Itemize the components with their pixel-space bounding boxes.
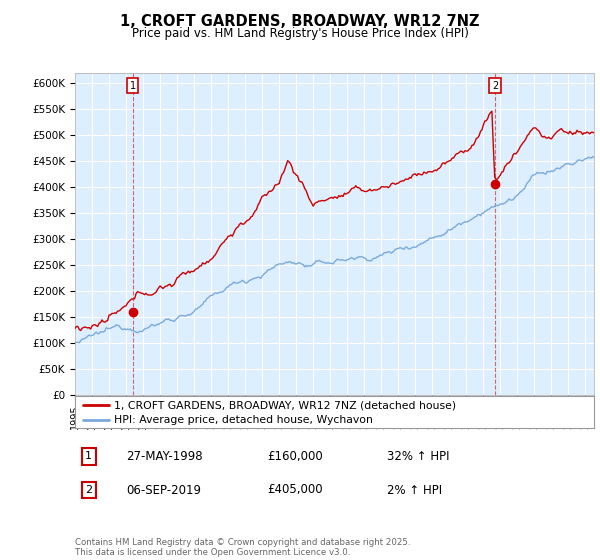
Text: £405,000: £405,000 (267, 483, 323, 497)
Text: 2: 2 (85, 485, 92, 495)
Text: 2: 2 (492, 81, 498, 91)
Text: 2% ↑ HPI: 2% ↑ HPI (387, 483, 442, 497)
Text: 27-MAY-1998: 27-MAY-1998 (126, 450, 203, 463)
Text: 32% ↑ HPI: 32% ↑ HPI (387, 450, 449, 463)
Text: 1: 1 (130, 81, 136, 91)
Text: HPI: Average price, detached house, Wychavon: HPI: Average price, detached house, Wych… (114, 416, 373, 425)
Text: 06-SEP-2019: 06-SEP-2019 (126, 483, 201, 497)
Text: Price paid vs. HM Land Registry's House Price Index (HPI): Price paid vs. HM Land Registry's House … (131, 27, 469, 40)
Text: 1, CROFT GARDENS, BROADWAY, WR12 7NZ: 1, CROFT GARDENS, BROADWAY, WR12 7NZ (120, 14, 480, 29)
Text: £160,000: £160,000 (267, 450, 323, 463)
Text: 1, CROFT GARDENS, BROADWAY, WR12 7NZ (detached house): 1, CROFT GARDENS, BROADWAY, WR12 7NZ (de… (114, 400, 456, 410)
Text: Contains HM Land Registry data © Crown copyright and database right 2025.
This d: Contains HM Land Registry data © Crown c… (75, 538, 410, 557)
Text: 1: 1 (85, 451, 92, 461)
